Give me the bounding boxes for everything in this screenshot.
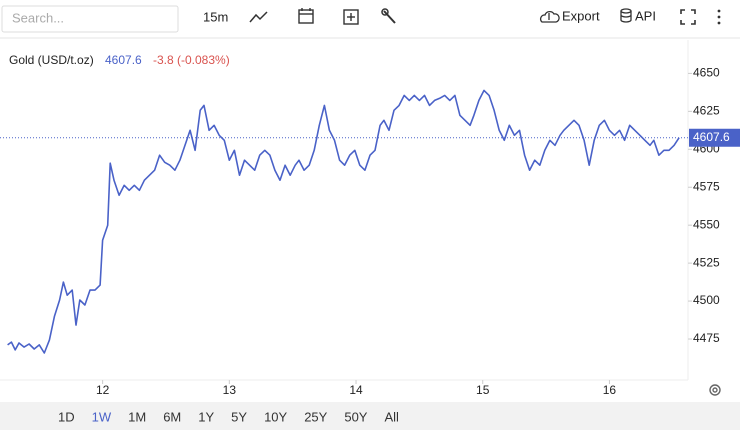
search-placeholder: Search... [12, 10, 64, 25]
export-icon[interactable] [540, 10, 560, 23]
range-button[interactable]: 1W [92, 409, 112, 424]
last-price-label: 4607.6 [693, 130, 730, 144]
settings-icon[interactable] [709, 384, 721, 396]
x-tick-label: 15 [476, 383, 490, 397]
range-button[interactable]: 25Y [304, 409, 327, 424]
range-button[interactable]: 1D [58, 409, 75, 424]
y-tick-label: 4550 [693, 217, 720, 231]
api-icon[interactable] [620, 8, 632, 23]
api-button[interactable]: API [635, 8, 656, 23]
chart-type-icon[interactable] [249, 11, 268, 23]
menu-icon[interactable] [717, 9, 721, 25]
range-button[interactable]: All [384, 409, 399, 424]
x-tick-label: 14 [349, 383, 363, 397]
last-value: 4607.6 [105, 53, 142, 67]
change: -3.8 (-0.083%) [153, 53, 230, 67]
export-button[interactable]: Export [562, 8, 600, 23]
calendar-icon[interactable] [298, 8, 314, 24]
interval-button[interactable]: 15m [203, 9, 228, 24]
price-line [7, 89, 680, 354]
range-button[interactable]: 5Y [231, 409, 247, 424]
range-button[interactable]: 1M [128, 409, 146, 424]
range-bar [0, 402, 740, 430]
last-price-tag [689, 128, 740, 147]
search-box[interactable] [1, 5, 179, 33]
y-tick-label: 4475 [693, 331, 720, 345]
range-button[interactable]: 10Y [264, 409, 287, 424]
indicator-icon[interactable] [343, 9, 359, 25]
range-button[interactable]: 1Y [198, 409, 214, 424]
x-tick-label: 12 [96, 383, 110, 397]
range-button[interactable]: 6M [163, 409, 181, 424]
y-tick-label: 4650 [693, 66, 720, 80]
y-tick-label: 4625 [693, 104, 720, 118]
x-tick-label: 16 [603, 383, 617, 397]
y-tick-label: 4500 [693, 293, 720, 307]
y-tick-label: 4525 [693, 255, 720, 269]
x-tick-label: 13 [223, 383, 237, 397]
fullscreen-icon[interactable] [680, 9, 696, 25]
tools-icon[interactable] [381, 8, 396, 24]
range-button[interactable]: 50Y [344, 409, 367, 424]
y-tick-label: 4575 [693, 179, 720, 193]
chart-title: Gold (USD/t.oz) [9, 53, 94, 67]
